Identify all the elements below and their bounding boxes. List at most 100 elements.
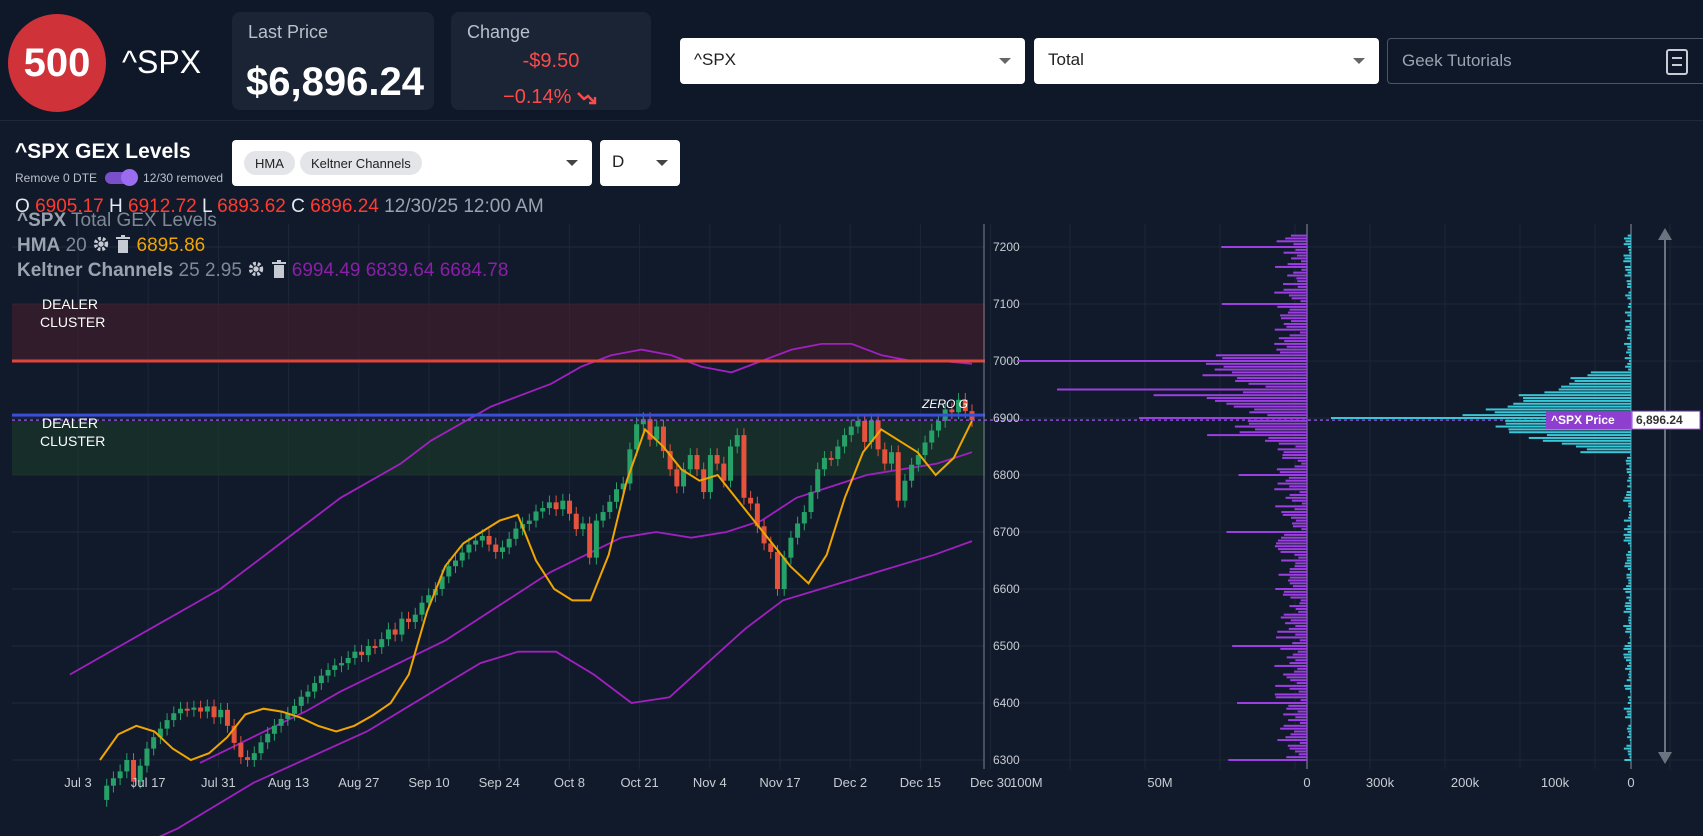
oi-bar: [1626, 351, 1631, 354]
oi-bar: [1623, 539, 1631, 542]
candle-body: [754, 503, 760, 527]
candle-body: [318, 675, 324, 684]
indicator-select[interactable]: HMA Keltner Channels: [232, 140, 592, 186]
candle-body: [701, 469, 707, 493]
x-tick-label: Dec 15: [900, 775, 941, 790]
oi-bar: [1627, 456, 1631, 459]
gex-bar: [1289, 582, 1307, 585]
candle-body: [466, 544, 472, 553]
chevron-down-icon: [999, 58, 1011, 64]
gex-bar: [1291, 297, 1307, 300]
open-label: O: [15, 196, 30, 217]
gex-bar: [1285, 479, 1307, 482]
keltner-values: 6994.49 6839.64 6684.78: [291, 260, 509, 281]
gear-icon[interactable]: [92, 235, 110, 253]
gex-bar: [1293, 243, 1307, 246]
oi-bar: [1574, 379, 1631, 382]
oi-bar: [1629, 613, 1631, 616]
gex-bar: [1283, 451, 1307, 454]
oi-bar: [1624, 605, 1631, 608]
trash-icon[interactable]: [271, 260, 287, 278]
gex-bar: [1279, 351, 1307, 354]
gex-bar: [1290, 679, 1307, 682]
indicator-chip-hma[interactable]: HMA: [244, 151, 295, 175]
candle-body: [593, 520, 599, 558]
oi-bar: [1625, 240, 1631, 243]
oi-bar: [1624, 759, 1631, 761]
oi-bar: [1626, 462, 1631, 465]
x-tick-label: Jul 3: [64, 775, 91, 790]
gex-bar: [1279, 471, 1307, 474]
gex-bar: [1274, 342, 1307, 345]
candle-body: [915, 455, 921, 465]
gex-bar: [1291, 257, 1307, 260]
candle-body: [412, 614, 418, 623]
candle-body: [338, 663, 344, 666]
oi-bar: [1625, 687, 1631, 690]
gex-bar: [1286, 325, 1307, 328]
oi-bar: [1627, 568, 1631, 571]
oi-bar: [1628, 502, 1631, 505]
gex-bar: [1233, 405, 1307, 408]
gex-bar: [1299, 639, 1307, 642]
gex-bar: [1265, 439, 1307, 442]
symbol-select[interactable]: ^SPX: [680, 38, 1025, 84]
candle-body: [238, 742, 244, 758]
oi-bar: [1625, 602, 1631, 605]
gex-bar: [1290, 596, 1307, 599]
keltner-lower-line: [158, 540, 973, 836]
oi-bar: [1509, 431, 1631, 434]
oi-bar: [1624, 342, 1631, 345]
gex-bar: [1283, 251, 1307, 254]
oi-bar: [1623, 656, 1631, 659]
gex-bar: [1295, 248, 1307, 251]
oi-bar: [1630, 263, 1631, 266]
gex-bar: [1283, 713, 1307, 716]
candle-body: [889, 452, 895, 464]
gex-bar: [1301, 260, 1307, 263]
gear-icon[interactable]: [247, 260, 265, 278]
oi-bar: [1627, 550, 1631, 553]
candle-body: [748, 497, 754, 504]
candle-body: [768, 543, 774, 552]
tutorial-search-input[interactable]: Geek Tutorials: [1387, 38, 1703, 84]
oi-bar: [1523, 397, 1631, 400]
gex-type-select[interactable]: Total: [1034, 38, 1379, 84]
oi-bar: [1623, 653, 1631, 656]
candle-body: [151, 737, 157, 749]
oi-bar: [1628, 360, 1631, 362]
candle-body: [613, 489, 619, 502]
gex-bar: [1290, 234, 1307, 237]
chart-area[interactable]: ZERO G 7200 7100 7000 6900 6800 6700 6600 6500 64…: [0, 210, 1703, 836]
remove-0dte-toggle[interactable]: [105, 169, 139, 186]
gex-bar: [1275, 696, 1307, 699]
candle-body: [949, 409, 955, 413]
x-tick-label: Jul 31: [201, 775, 236, 790]
oi-bar: [1626, 744, 1631, 747]
candle-body: [956, 399, 962, 413]
oi-bar: [1628, 476, 1631, 479]
oi-bar: [1628, 619, 1631, 622]
change-card: Change -$9.50 −0.14%: [451, 12, 651, 110]
trash-icon[interactable]: [115, 235, 131, 253]
gex-bar: [1289, 568, 1307, 571]
interval-select[interactable]: D: [600, 140, 680, 186]
indicator-chip-keltner[interactable]: Keltner Channels: [300, 151, 422, 175]
oi-bar: [1627, 345, 1631, 348]
candle-body: [345, 657, 351, 664]
gex-bar: [1299, 741, 1307, 744]
oi-bar: [1628, 582, 1631, 585]
oi-bar: [1628, 303, 1631, 305]
last-price-card: Last Price $6,896.24: [232, 12, 434, 110]
gex-bar: [1277, 630, 1307, 633]
candle-body: [929, 430, 935, 443]
oi-bar: [1627, 642, 1631, 645]
gex-bar: [1288, 704, 1307, 707]
gex-bar: [1228, 759, 1307, 761]
price-chart-svg[interactable]: ZERO G 7200 7100 7000 6900 6800 6700 6600 6500 64…: [0, 224, 1703, 836]
gex-axis-label: 100M: [1010, 775, 1043, 790]
keltner-middle-line: [199, 451, 973, 764]
gex-bar: [1239, 431, 1307, 434]
candle-body: [204, 706, 210, 712]
list-menu-icon[interactable]: [1666, 49, 1688, 75]
